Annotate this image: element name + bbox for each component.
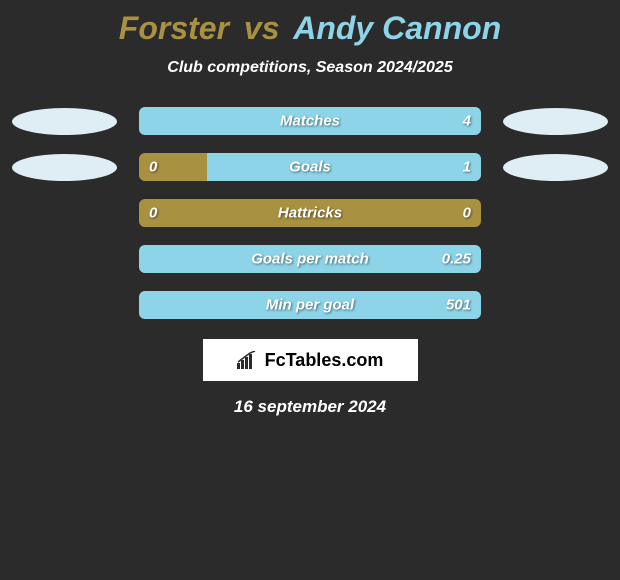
comparison-card: Forster vs Andy Cannon Club competitions… <box>0 0 620 417</box>
brand-badge: FcTables.com <box>203 339 418 381</box>
vs-text: vs <box>244 10 280 46</box>
stat-label: Hattricks <box>278 205 342 222</box>
stat-row: Min per goal 501 <box>0 291 620 319</box>
stat-label: Matches <box>280 113 340 130</box>
stat-bar: Goals per match 0.25 <box>139 245 481 273</box>
bar-segment-right <box>207 153 481 181</box>
stat-row: Goals per match 0.25 <box>0 245 620 273</box>
stat-label: Goals <box>289 159 331 176</box>
stat-bar: Min per goal 501 <box>139 291 481 319</box>
stat-value-right: 0.25 <box>442 251 471 268</box>
player1-ellipse <box>12 154 117 181</box>
stat-value-left: 0 <box>149 159 157 176</box>
stat-label: Goals per match <box>251 251 369 268</box>
player1-name: Forster <box>119 10 229 46</box>
date-text: 16 september 2024 <box>234 397 386 417</box>
brand-chart-icon <box>237 351 259 369</box>
stat-row: Goals 0 1 <box>0 153 620 181</box>
title: Forster vs Andy Cannon <box>119 10 501 47</box>
stat-bar: Matches 4 <box>139 107 481 135</box>
stat-label: Min per goal <box>266 297 354 314</box>
stat-bar: Hattricks 0 0 <box>139 199 481 227</box>
stat-value-right: 1 <box>463 159 471 176</box>
player2-name: Andy Cannon <box>293 10 501 46</box>
stat-value-right: 0 <box>463 205 471 222</box>
stats-list: Matches 4 Goals 0 1 Hattricks 0 0 Goals per matc… <box>0 107 620 319</box>
stat-row: Hattricks 0 0 <box>0 199 620 227</box>
player2-ellipse <box>503 154 608 181</box>
brand-text: FcTables.com <box>265 350 384 371</box>
subtitle: Club competitions, Season 2024/2025 <box>167 59 452 77</box>
stat-value-right: 4 <box>463 113 471 130</box>
stat-bar: Goals 0 1 <box>139 153 481 181</box>
stat-value-right: 501 <box>446 297 471 314</box>
player2-ellipse <box>503 108 608 135</box>
stat-row: Matches 4 <box>0 107 620 135</box>
stat-value-left: 0 <box>149 205 157 222</box>
player1-ellipse <box>12 108 117 135</box>
